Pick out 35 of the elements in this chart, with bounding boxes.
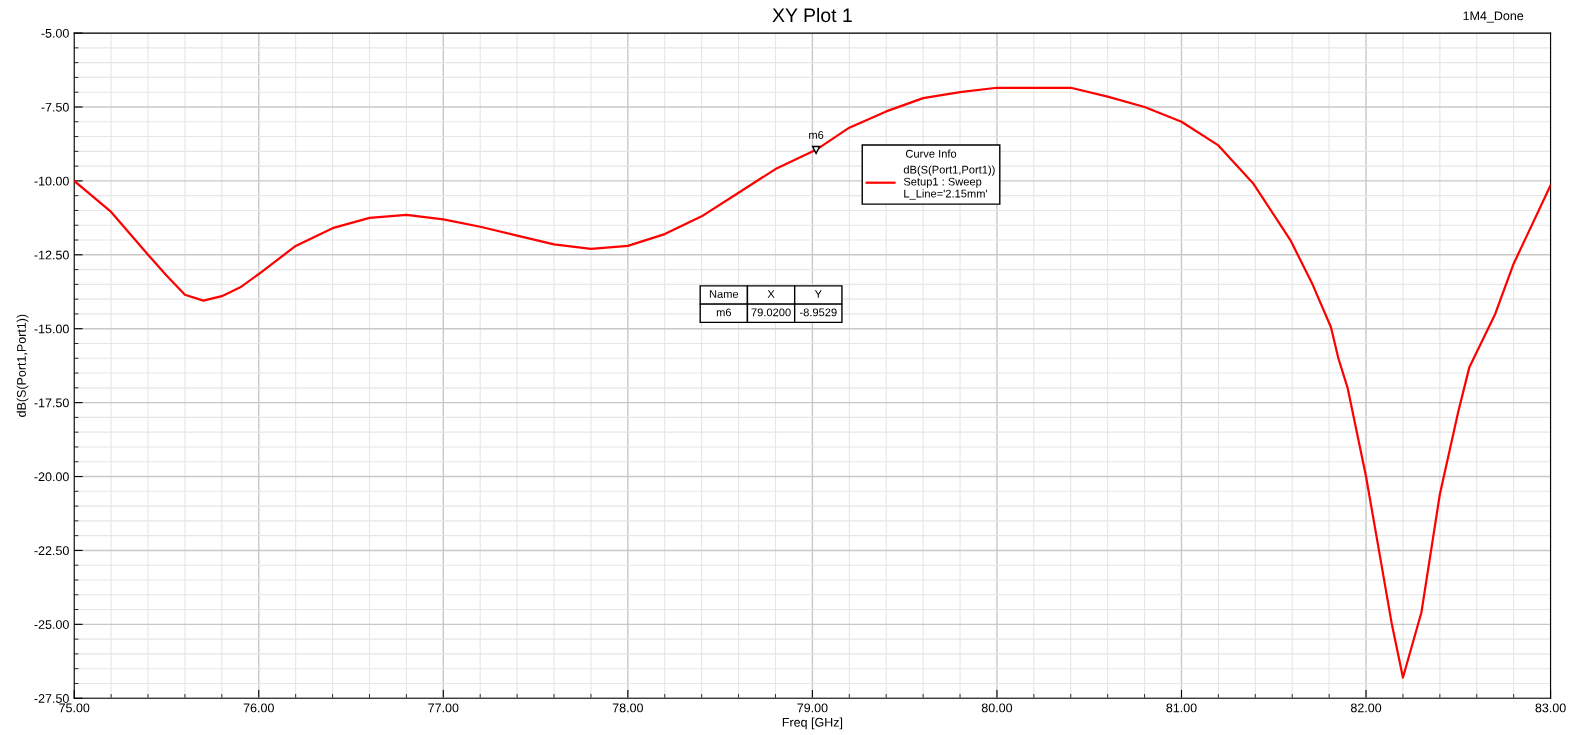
annotation: -8.9529 (799, 308, 837, 317)
chart-title: XY Plot 1 (772, 7, 852, 23)
x-tick-label: 80.00 (981, 703, 1013, 713)
text: dB(S(Port1,Port1)) (903, 165, 995, 176)
x-tick-label: 82.00 (1350, 703, 1382, 713)
annotation: Y (814, 290, 822, 298)
annotation: X (767, 290, 775, 298)
annotation: m6 (716, 308, 732, 317)
y-tick-label: -12.50 (34, 250, 69, 260)
y-tick-label: -27.50 (34, 694, 69, 703)
y-tick-label: -15.00 (34, 324, 69, 334)
x-tick-label: 76.00 (243, 703, 274, 713)
x-tick-label: 79.00 (797, 703, 828, 713)
y-tick-label: -17.50 (34, 398, 69, 408)
x-tick-label: 78.00 (612, 703, 643, 713)
y-tick-label: -22.50 (34, 546, 69, 556)
y-tick-label: -20.00 (34, 472, 69, 482)
x-tick-label: 83.00 (1535, 703, 1566, 713)
text: 1M4_Done (1463, 11, 1524, 23)
x-tick-label: 77.00 (428, 703, 459, 713)
y-axis-title: dB(S(Port1,Port1)) (16, 314, 29, 417)
annotation: Name (709, 290, 739, 298)
y-tick-label: -10.00 (34, 176, 69, 186)
annotation: m6 (809, 131, 824, 139)
legend-title: Curve Info (905, 149, 957, 158)
y-tick-label: -5.00 (41, 28, 69, 38)
x-axis-title: Freq [GHz] (782, 717, 843, 730)
x-tick-label: 81.00 (1166, 703, 1197, 713)
annotation: L_Line='2.15mm' (904, 189, 988, 200)
y-tick-label: -7.50 (41, 102, 69, 112)
x-tick-label: 75.00 (59, 703, 90, 713)
line-series (74, 86, 1551, 679)
annotation: Setup1 : Sweep (903, 177, 982, 188)
annotation: 79.0200 (751, 308, 791, 317)
y-tick-label: -25.00 (34, 620, 69, 629)
